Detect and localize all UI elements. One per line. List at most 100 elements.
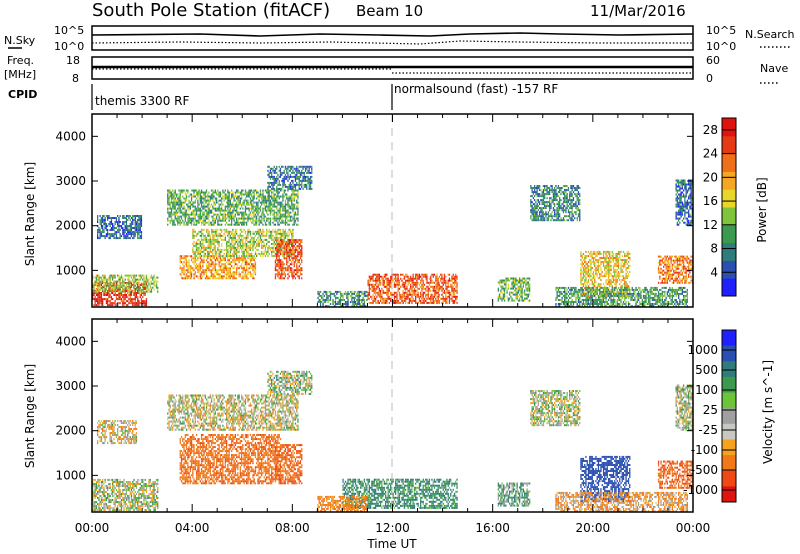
range-gate-cell (192, 211, 194, 214)
range-gate-cell (244, 275, 247, 278)
range-gate-cell (309, 171, 312, 174)
range-gate-cell (221, 213, 223, 216)
range-gate-cell (145, 274, 148, 277)
range-gate-cell (319, 305, 322, 307)
range-gate-cell (244, 205, 247, 208)
range-gate-cell (297, 207, 299, 210)
range-gate-cell (338, 299, 340, 301)
range-gate-cell (139, 278, 141, 281)
range-gate-cell (292, 171, 294, 174)
range-gate-cell (175, 211, 178, 214)
range-gate-cell (178, 217, 180, 220)
range-gate-cell (452, 291, 454, 294)
range-gate-cell (216, 269, 218, 272)
range-gate-cell (253, 269, 255, 272)
range-gate-cell (293, 213, 295, 216)
range-gate-cell (437, 277, 439, 280)
range-gate-cell (247, 257, 249, 260)
range-gate-cell (286, 177, 288, 180)
range-gate-cell (381, 301, 383, 304)
range-gate-cell (259, 234, 262, 237)
nsky-panel: N.Sky 10^5 10^0 10^5 10^0 N.Search (4, 24, 795, 53)
range-gate-cell (247, 191, 249, 194)
range-gate-cell (367, 293, 369, 296)
range-gate-cell (104, 276, 106, 279)
range-gate-cell (180, 191, 183, 194)
range-gate-cell (133, 292, 135, 294)
range-gate-cell (359, 299, 362, 301)
range-gate-cell (256, 230, 258, 233)
range-gate-cell (98, 229, 100, 231)
range-gate-cell (277, 177, 279, 180)
range-gate-cell (347, 305, 349, 307)
range-gate-cell (281, 205, 283, 208)
range-gate-cell (237, 234, 239, 237)
range-gate-cell (289, 183, 292, 186)
range-gate-cell (134, 280, 136, 283)
range-gate-cell (506, 295, 508, 298)
range-gate-cell (208, 207, 210, 210)
range-gate-cell (125, 290, 128, 292)
range-gate-cell (299, 267, 302, 270)
range-gate-cell (210, 269, 213, 272)
range-gate-cell (246, 217, 248, 220)
range-gate-cell (301, 179, 303, 182)
range-gate-cell (420, 281, 422, 284)
range-gate-cell (182, 267, 184, 270)
range-gate-cell (279, 207, 282, 210)
range-gate-cell (398, 295, 401, 298)
range-gate-cell (241, 248, 243, 251)
range-gate-cell (438, 301, 441, 304)
range-gate-cell (390, 285, 392, 288)
range-gate-cell (218, 191, 220, 194)
range-gate-cell (347, 299, 349, 301)
range-gate-cell (288, 267, 290, 270)
range-gate-cell (426, 279, 428, 282)
range-gate-cell (179, 257, 181, 260)
range-gate-cell (100, 233, 103, 236)
range-gate-cell (202, 205, 204, 208)
range-gate-cell (274, 223, 277, 226)
range-gate-cell (213, 223, 215, 226)
range-gate-cell (219, 199, 221, 202)
range-gate-cell (137, 223, 139, 225)
range-gate-cell (94, 302, 96, 305)
range-gate-cell (183, 257, 185, 260)
range-gate-cell (199, 199, 201, 202)
range-gate-cell (99, 280, 101, 283)
range-gate-cell (102, 290, 104, 292)
range-gate-cell (197, 205, 199, 208)
data-region (497, 277, 531, 302)
range-gate-cell (179, 261, 181, 264)
range-gate-cell (502, 285, 504, 288)
range-gate-cell (272, 167, 274, 170)
range-gate-cell (261, 195, 263, 198)
range-gate-cell (135, 231, 138, 234)
range-gate-cell (277, 275, 279, 278)
range-gate-cell (233, 267, 235, 270)
range-gate-cell (227, 267, 229, 270)
range-gate-cell (134, 233, 136, 236)
range-gate-cell (252, 236, 254, 239)
range-gate-cell (144, 302, 146, 305)
range-gate-cell (515, 295, 517, 298)
range-gate-cell (139, 217, 141, 219)
range-gate-cell (216, 234, 218, 237)
range-gate-cell (256, 209, 258, 212)
range-gate-cell (125, 219, 128, 221)
range-gate-cell (293, 197, 295, 200)
range-gate-cell (114, 286, 116, 289)
range-gate-cell (416, 277, 418, 280)
range-gate-cell (234, 252, 236, 255)
range-gate-cell (238, 257, 240, 260)
range-gate-cell (246, 199, 248, 202)
range-gate-cell (272, 203, 274, 206)
range-gate-cell (95, 282, 98, 285)
range-gate-cell (125, 233, 128, 236)
range-gate-cell (253, 232, 255, 235)
range-gate-cell (378, 279, 380, 282)
range-gate-cell (339, 299, 342, 301)
range-gate-cell (119, 296, 121, 299)
range-gate-cell (210, 197, 213, 200)
range-gate-cell (417, 275, 419, 278)
